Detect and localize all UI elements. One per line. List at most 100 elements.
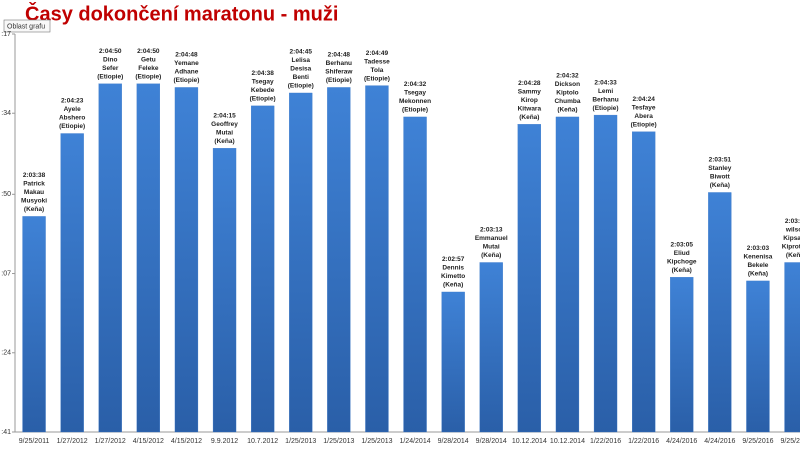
runner-label: (Etiopie) [288, 83, 314, 90]
runner-label: Stanley [708, 165, 732, 172]
runner-label: Lelisa [292, 57, 311, 64]
y-tick-label: :07 [1, 270, 11, 277]
value-label: 2:04:23 [61, 98, 84, 105]
value-label: 2:04:32 [404, 81, 427, 88]
runner-label: Adhane [175, 69, 199, 76]
bar [212, 148, 237, 433]
runner-label: Kiprotich [782, 244, 800, 251]
x-tick-label: 4/24/2016 [666, 438, 697, 445]
runner-label: (Etiopie) [97, 73, 123, 80]
runner-label: Chumba [554, 98, 580, 105]
runner-label: Dickson [555, 81, 580, 88]
runner-label: Mekonnen [399, 98, 431, 105]
bar [60, 133, 84, 433]
chart-title: Časy dokončení maratonu - muži [25, 1, 338, 25]
x-tick-label: 4/15/2012 [133, 438, 164, 445]
bar [327, 87, 351, 433]
runner-label: Tesfaye [632, 104, 656, 111]
value-label: 2:04:33 [594, 79, 617, 86]
value-label: 2:03:51 [709, 157, 732, 164]
runner-label: Kenenisa [743, 254, 772, 261]
runner-label: Emmanuel [475, 235, 508, 242]
runner-label: Abshero [59, 115, 85, 122]
x-tick-label: 10.12.2014 [550, 438, 585, 445]
value-label: 2:04:49 [366, 50, 389, 57]
value-label: 2:03:13 [785, 218, 800, 225]
y-tick-label: :50 [1, 191, 11, 198]
runner-label: Tsegay [404, 90, 426, 97]
bar [632, 131, 656, 433]
value-label: 2:04:50 [99, 48, 122, 55]
value-label: 2:03:38 [23, 172, 46, 179]
x-tick-label: 1/27/2012 [95, 438, 126, 445]
runner-label: Musyoki [21, 198, 47, 205]
value-label: 2:03:05 [671, 241, 694, 248]
runner-label: Getu [141, 56, 156, 63]
bar [784, 262, 800, 433]
x-tick-label: 1/25/2013 [323, 438, 354, 445]
tooltip-box [3, 19, 51, 33]
x-tick-label: 1/25/2013 [285, 438, 316, 445]
bar [670, 277, 694, 433]
value-label: 2:04:24 [632, 96, 655, 103]
y-tick-label: :34 [1, 110, 11, 117]
runner-label: (Etiopie) [135, 73, 161, 80]
runner-label: Kebede [251, 87, 275, 94]
value-label: 2:03:13 [480, 227, 503, 234]
x-tick-label: 10.12.2014 [512, 438, 547, 445]
runner-label: (Keňa) [214, 138, 234, 145]
x-tick-label: 1/25/2013 [361, 438, 392, 445]
runner-label: Kimetto [441, 273, 465, 280]
y-tick-label: :17 [1, 31, 11, 38]
runner-label: Kiptolo [556, 90, 578, 97]
x-tick-label: 9/28/2014 [438, 438, 469, 445]
value-label: 2:04:48 [328, 52, 351, 59]
bar [593, 114, 618, 433]
bar [250, 105, 275, 433]
bar [403, 116, 427, 433]
runner-label: Lemi [598, 88, 613, 95]
runner-label: Berhanu [592, 96, 618, 103]
x-tick-label: 4/24/2016 [704, 438, 735, 445]
runner-label: Geoffrey [211, 121, 238, 128]
runner-label: Sammy [518, 89, 542, 96]
x-tick-label: 9/28/2014 [476, 438, 507, 445]
value-label: 2:02:57 [442, 256, 465, 263]
runner-label: (Keňa) [672, 267, 692, 274]
runner-label: (Keňa) [443, 282, 463, 289]
bar [746, 280, 770, 433]
value-label: 2:04:28 [518, 80, 541, 87]
bar [174, 87, 199, 433]
runner-label: (Etiopie) [364, 75, 390, 82]
bar [708, 192, 732, 433]
runner-label: (Etiopie) [250, 96, 276, 103]
value-label: 2:04:15 [213, 112, 236, 119]
x-tick-label: 9.9.2012 [211, 438, 238, 445]
value-label: 2:04:38 [251, 70, 274, 77]
x-tick-label: 1/24/2014 [399, 438, 430, 445]
runner-label: Biwott [710, 174, 731, 181]
bar [136, 83, 161, 433]
y-tick-label: :41 [1, 429, 11, 436]
tooltip: Oblast grafu [7, 23, 45, 30]
bar [22, 216, 46, 433]
value-label: 2:04:45 [290, 49, 313, 56]
x-tick-label: 1/22/2016 [628, 438, 659, 445]
runner-label: (Keňa) [710, 182, 730, 189]
x-tick-label: 9/25/2016 [780, 438, 800, 445]
runner-label: Bekele [747, 262, 768, 269]
runner-label: (Keňa) [481, 252, 501, 259]
runner-label: (Keňa) [557, 107, 577, 114]
bar [517, 124, 541, 433]
bar [555, 116, 580, 433]
runner-label: Mutai [483, 244, 500, 251]
runner-label: Benti [293, 74, 309, 81]
runner-label: Kipsang [783, 235, 800, 242]
value-label: 2:04:48 [175, 52, 198, 59]
bar [365, 85, 389, 433]
runner-label: Abera [634, 113, 653, 120]
runner-label: (Keňa) [519, 114, 539, 121]
runner-label: (Etiopie) [402, 107, 428, 114]
runner-label: (Etiopie) [593, 105, 619, 112]
runner-label: (Etiopie) [59, 123, 85, 130]
